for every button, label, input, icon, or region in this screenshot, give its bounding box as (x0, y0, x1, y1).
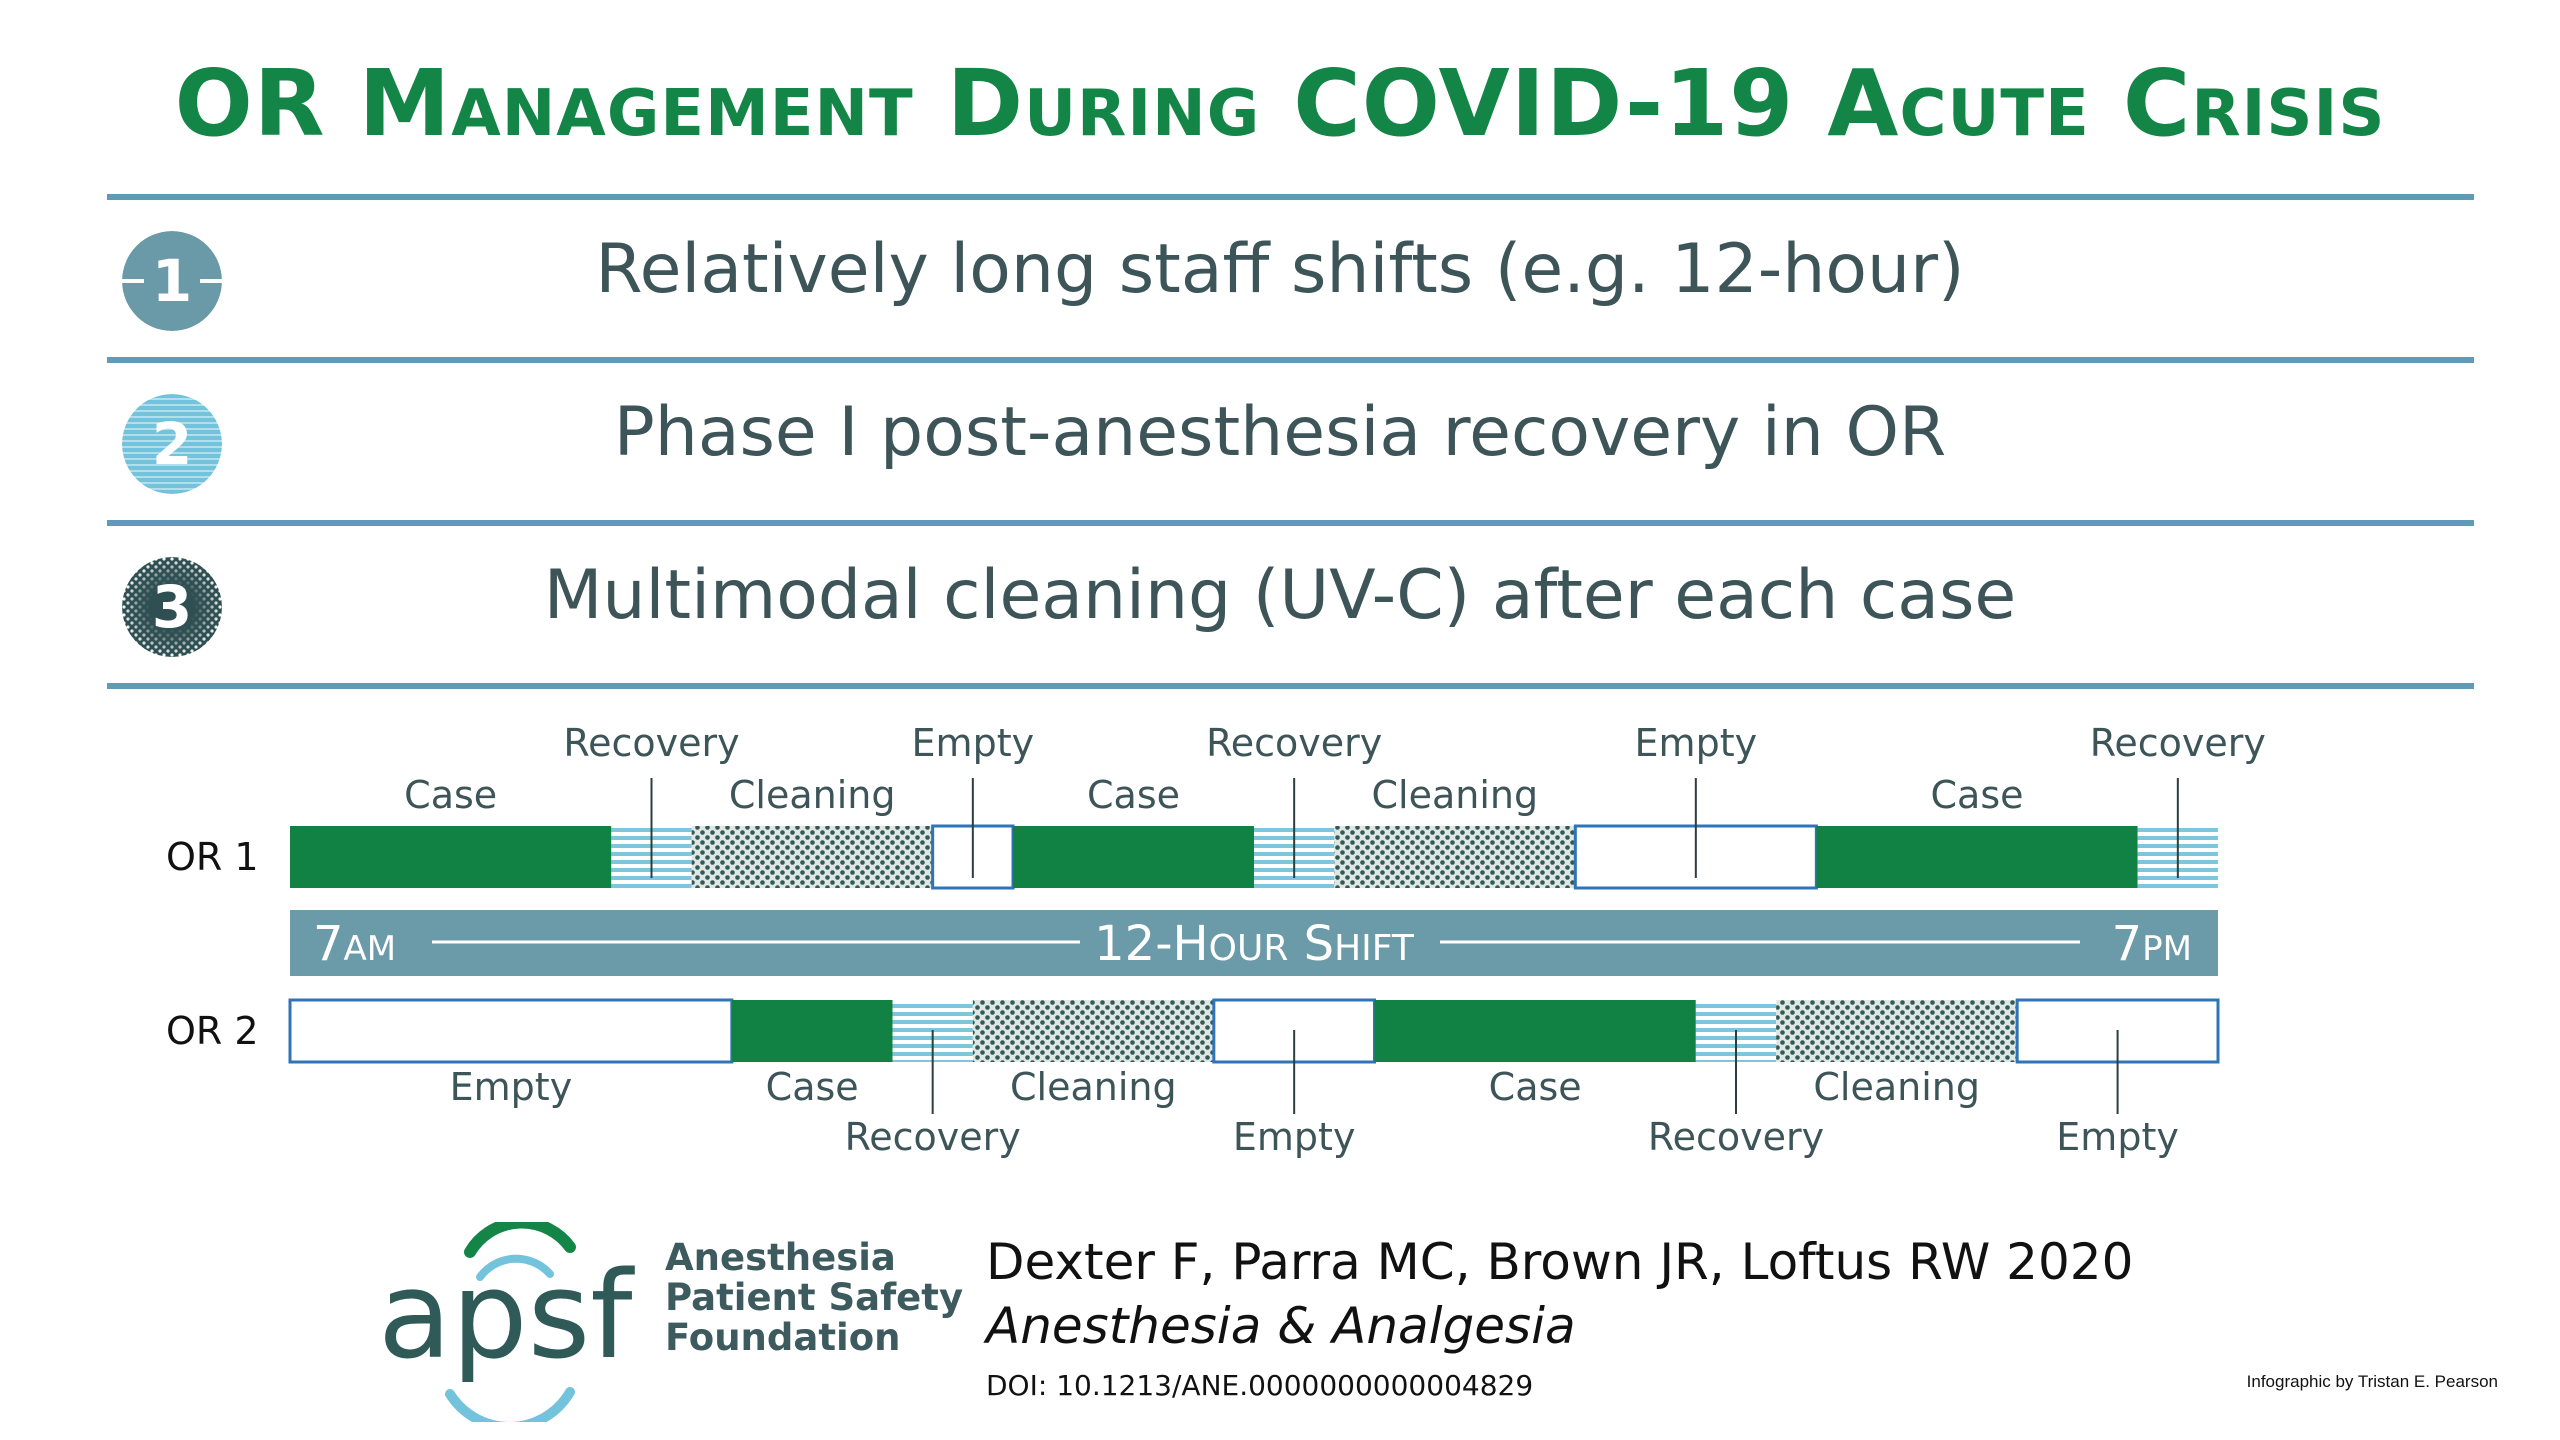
principle-item-1: 1 Relatively long staff shifts (e.g. 12-… (0, 200, 2560, 360)
svg-text:apsf: apsf (378, 1247, 635, 1386)
empty-label: Empty (1635, 721, 1758, 765)
empty-label: Empty (1233, 1115, 1356, 1159)
case-label: Case (1087, 773, 1180, 817)
or2-row: OR 2 Empty Case Recovery Cleaning Empty Case Re… (166, 998, 2220, 1159)
item-text: Phase I post-anesthesia recovery in OR (613, 393, 1947, 472)
cleaning-label: Cleaning (1813, 1065, 1980, 1109)
divider (107, 683, 2474, 689)
row-label: OR 2 (166, 1009, 259, 1053)
divider (107, 520, 2474, 526)
principle-item-3: 3 Multimodal cleaning (UV-C) after each … (0, 526, 2560, 686)
case-block (290, 826, 612, 888)
empty-label: Empty (912, 721, 1035, 765)
apsf-logo: apsf (370, 1216, 970, 1432)
org-line: Patient Safety (665, 1276, 964, 1319)
org-line: Foundation (665, 1316, 901, 1359)
cleaning-label: Cleaning (1372, 773, 1539, 817)
case-label: Case (404, 773, 497, 817)
recovery-label: Recovery (845, 1115, 1021, 1159)
divider (107, 194, 2474, 200)
item-number: 2 (151, 410, 193, 478)
recovery-label: Recovery (1648, 1115, 1824, 1159)
cleaning-block (972, 1000, 1214, 1062)
principle-item-2: 2 Phase I post-anesthesia recovery in OR (0, 363, 2560, 523)
or-schedule-diagram: OR 1 Case Recovery Cleaning Empty Case Recover… (166, 721, 2266, 1159)
divider (107, 357, 2474, 363)
dotted-circle-icon: 3 (122, 557, 222, 657)
organization-name: Anesthesia Patient Safety Foundation (665, 1238, 963, 1358)
citation-authors: Dexter F, Parra MC, Brown JR, Loftus RW … (986, 1233, 2134, 1291)
solid-circle-icon: 1 (122, 231, 222, 331)
or1-row: OR 1 Case Recovery Cleaning Empty Case Recover… (166, 721, 2266, 890)
citation: Dexter F, Parra MC, Brown JR, Loftus RW … (986, 1233, 2133, 1402)
org-line: Anesthesia (665, 1236, 896, 1279)
cleaning-block (1334, 826, 1576, 888)
empty-label: Empty (450, 1065, 573, 1109)
case-block (731, 1000, 893, 1062)
recovery-label: Recovery (563, 721, 739, 765)
page-title: OR Management During COVID-19 Acute Cris… (174, 50, 2386, 157)
cleaning-block (691, 826, 933, 888)
recovery-label: Recovery (1206, 721, 1382, 765)
empty-block (288, 998, 734, 1064)
item-number: 1 (151, 247, 193, 315)
cleaning-block (1776, 1000, 2018, 1062)
cleaning-label: Cleaning (1010, 1065, 1177, 1109)
case-label: Case (766, 1065, 859, 1109)
cleaning-label: Cleaning (729, 773, 896, 817)
row-label: OR 1 (166, 835, 259, 879)
case-block (1374, 1000, 1696, 1062)
case-block (1816, 826, 2138, 888)
shift-time-label: 7AM (313, 916, 396, 972)
item-text: Relatively long staff shifts (e.g. 12-ho… (595, 230, 1965, 309)
case-label: Case (1931, 773, 2024, 817)
case-block (1013, 826, 1254, 888)
shift-time-label: 7PM (2112, 916, 2192, 972)
recovery-label: Recovery (2090, 721, 2266, 765)
item-text: Multimodal cleaning (UV-C) after each ca… (543, 556, 2017, 635)
case-label: Case (1489, 1065, 1582, 1109)
shift-duration-label: 12-HOUR SHIFT (1094, 916, 1415, 972)
item-number: 3 (151, 573, 193, 641)
empty-label: Empty (2056, 1115, 2179, 1159)
striped-circle-icon: 2 (122, 394, 222, 494)
citation-journal: Anesthesia & Analgesia (986, 1297, 1576, 1355)
infographic-credit: Infographic by Tristan E. Pearson (2246, 1372, 2498, 1391)
shift-bar: 7AM 7PM 12-HOUR SHIFT (290, 910, 2218, 976)
citation-doi: DOI: 10.1213/ANE.0000000000004829 (986, 1369, 1534, 1402)
